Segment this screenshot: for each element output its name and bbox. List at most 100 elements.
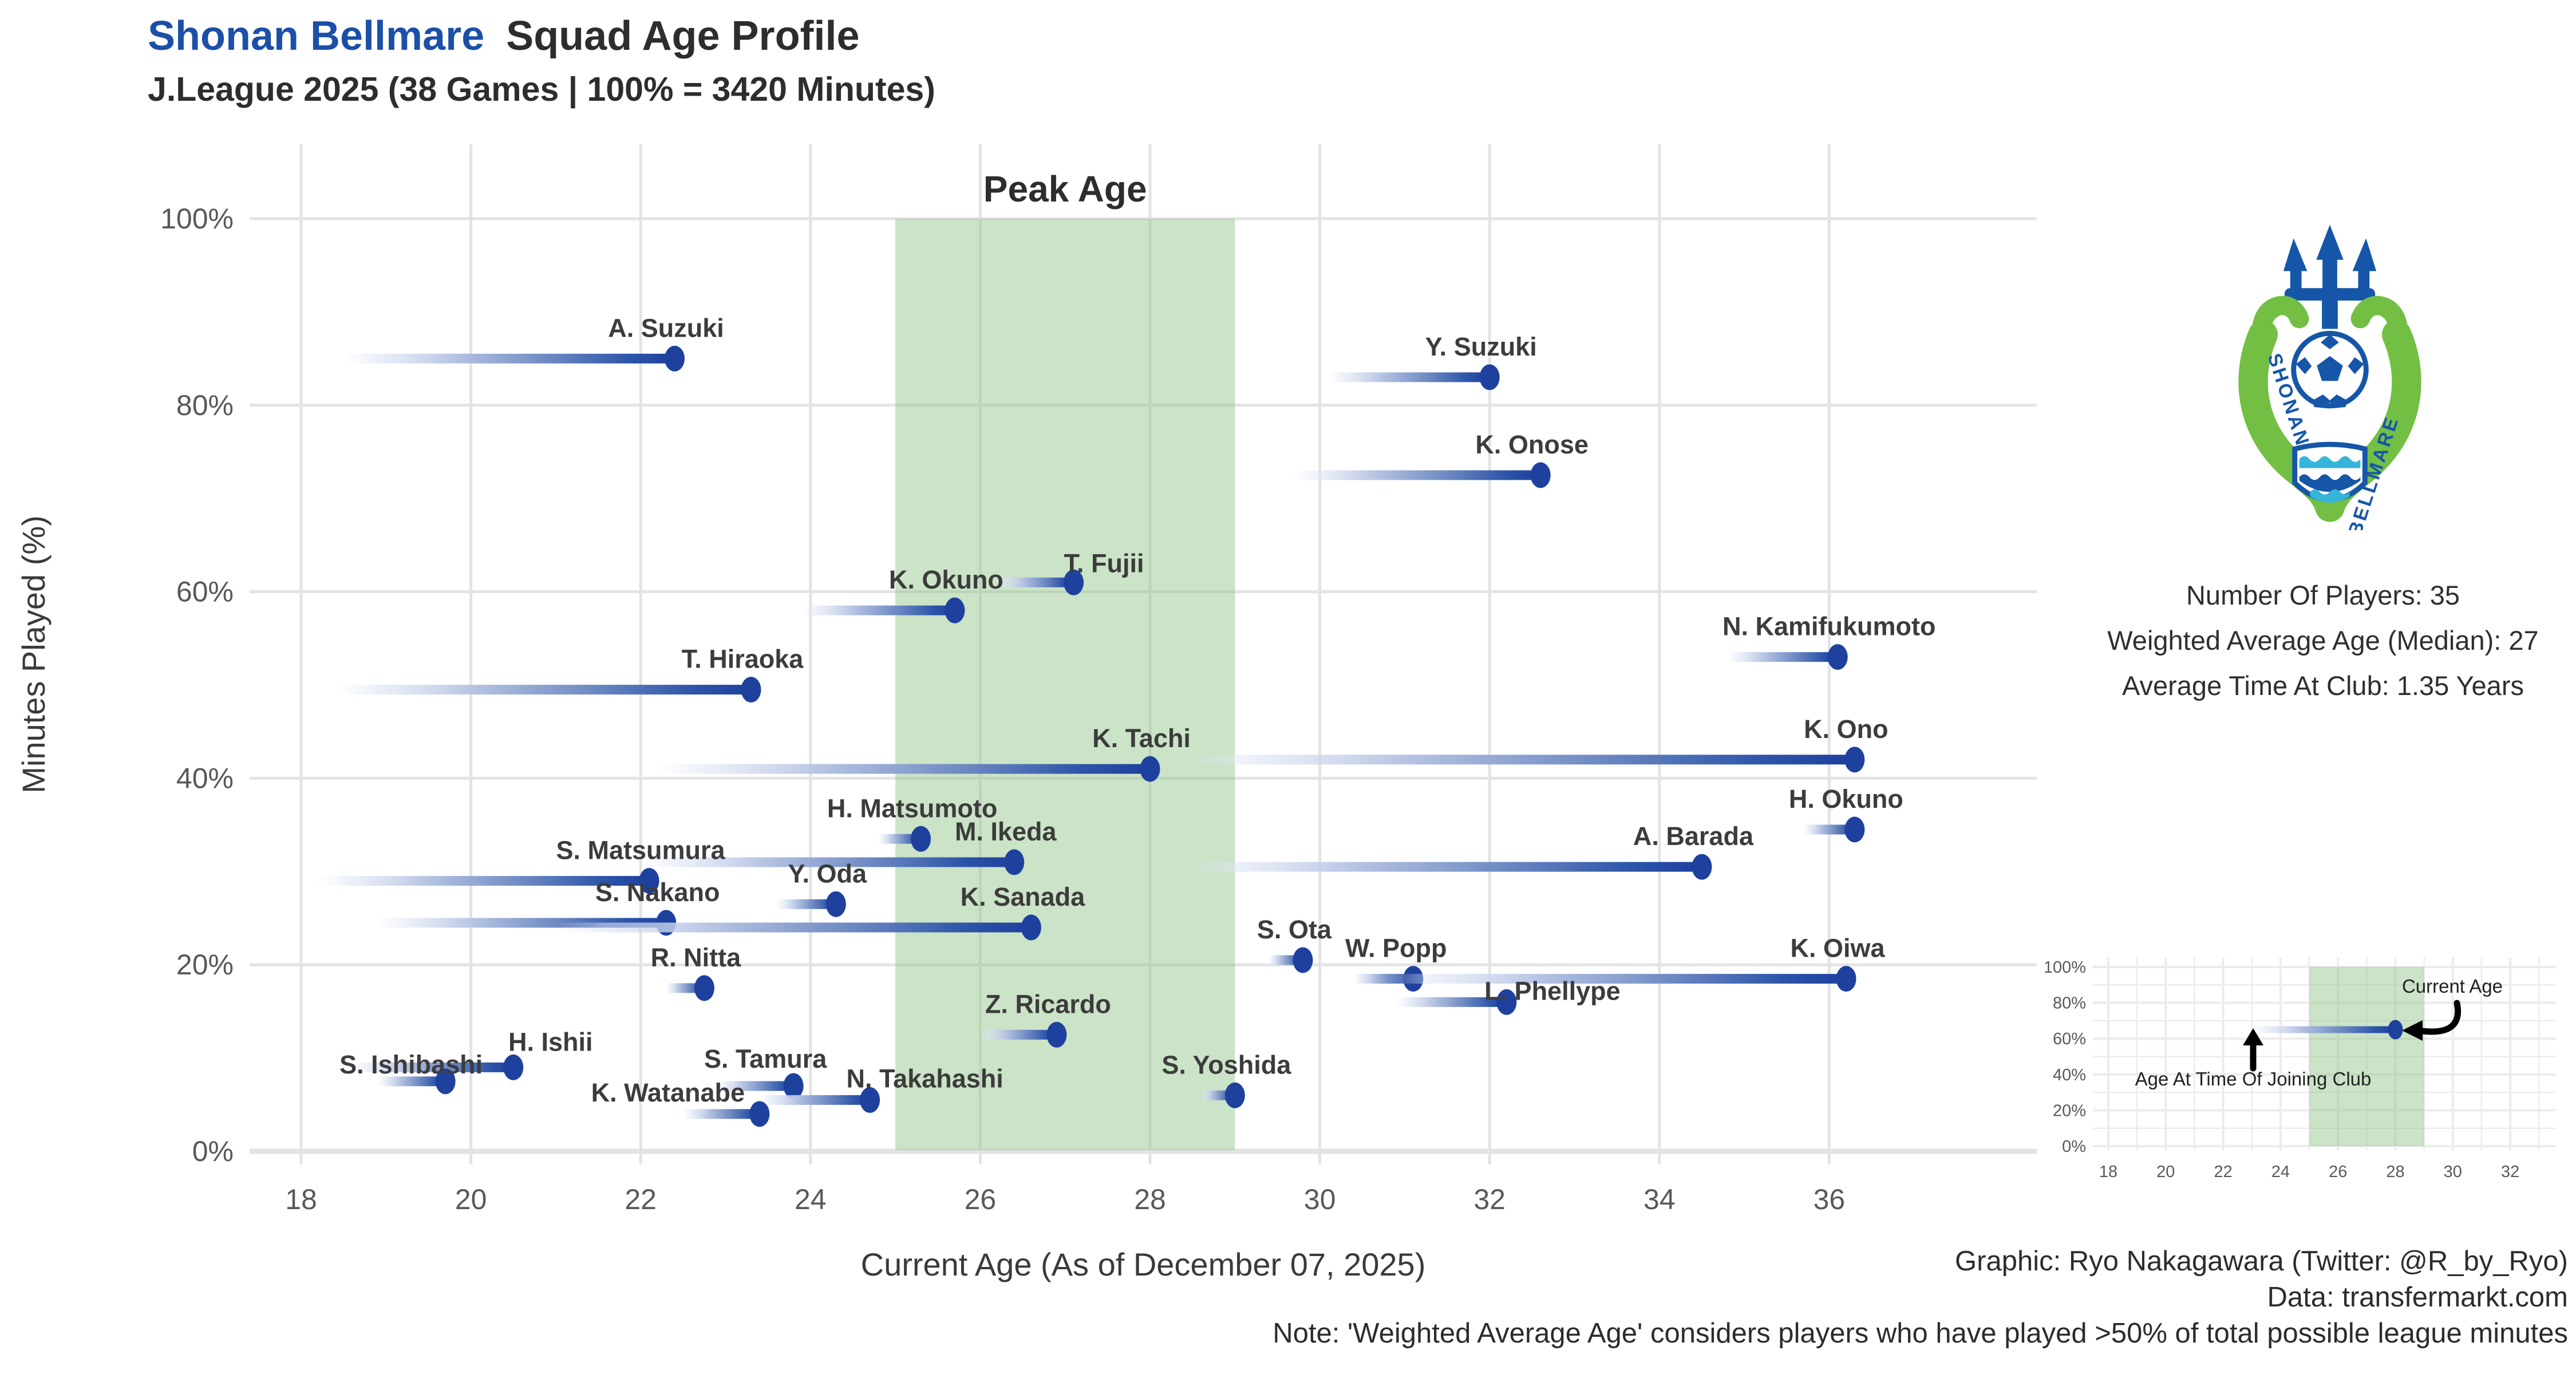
crest-waves [2292, 441, 2368, 503]
inset-peak-band [2309, 967, 2424, 1146]
player-label: L. Phellype [1484, 976, 1621, 1005]
player-dot [665, 345, 685, 372]
player-label: S. Ishibashi [339, 1050, 483, 1079]
club-crest-logo: SHONAN BELLMARE [2238, 224, 2421, 530]
x-tick-label: 20 [455, 1183, 487, 1215]
player-tenure-tail [641, 857, 1014, 867]
credit-note: Note: 'Weighted Average Age' considers p… [1273, 1318, 2568, 1349]
player-dot [694, 975, 714, 1001]
inset-y-tick-label: 100% [2044, 958, 2086, 977]
player-dot [1836, 966, 1856, 992]
player-tenure-tail [980, 1029, 1057, 1040]
player-tenure-tail [1184, 862, 1702, 872]
page-title: Shonan Bellmare Squad Age Profile [148, 13, 935, 60]
player-dot [1530, 462, 1551, 488]
player-dot [749, 1101, 770, 1127]
player-label: T. Fujii [1064, 548, 1144, 578]
page-subtitle: J.League 2025 (38 Games | 100% = 3420 Mi… [148, 70, 935, 108]
player-tenure-tail [555, 922, 1032, 933]
y-tick-label: 0% [192, 1135, 234, 1167]
player-dot [1224, 1082, 1245, 1108]
player-label: S. Tamura [704, 1044, 827, 1073]
player-tenure-tail [335, 685, 751, 695]
squad-stats: Number Of Players: 35 Weighted Average A… [2077, 572, 2569, 708]
player-tenure-tail [343, 353, 675, 364]
player-label: N. Takahashi [846, 1064, 1003, 1093]
x-axis-title: Current Age (As of December 07, 2025) [861, 1246, 1426, 1282]
player-label: K. Tachi [1092, 724, 1191, 753]
inset-current-age-label: Current Age [2402, 976, 2503, 997]
player-label: Y. Oda [788, 859, 868, 888]
peak-age-band [895, 219, 1235, 1150]
player-dot [945, 597, 965, 623]
inset-age-joined-label: Age At Time Of Joining Club [2135, 1068, 2372, 1089]
player-label: T. Hiraoka [682, 645, 804, 674]
player-dot [1496, 989, 1517, 1015]
y-tick-label: 80% [176, 389, 234, 421]
player-tenure-tail [717, 1081, 794, 1091]
player-dot [1844, 816, 1865, 843]
player-tenure-tail [1328, 372, 1490, 382]
inset-y-tick-label: 80% [2053, 994, 2086, 1013]
player-dot [1827, 644, 1848, 670]
player-tenure-tail [657, 764, 1150, 774]
y-axis-title: Minutes Played (%) [15, 515, 52, 793]
chart-header: Shonan Bellmare Squad Age Profile J.Leagu… [148, 13, 935, 109]
player-dot [435, 1068, 456, 1095]
player-label: Y. Suzuki [1425, 332, 1537, 361]
peak-age-label: Peak Age [983, 168, 1147, 210]
x-tick-label: 36 [1814, 1183, 1846, 1215]
x-tick-label: 28 [1134, 1183, 1166, 1215]
inset-curved-arrowhead [2402, 1020, 2423, 1041]
inset-x-tick-label: 30 [2444, 1163, 2462, 1181]
player-label: K. Oiwa [1791, 934, 1886, 963]
player-label: H. Matsumoto [827, 793, 998, 823]
x-tick-label: 32 [1473, 1183, 1506, 1215]
inset-x-tick-label: 18 [2099, 1163, 2117, 1181]
inset-example-tail [2251, 1026, 2396, 1033]
player-label: Z. Ricardo [985, 989, 1111, 1018]
player-tenure-tail [878, 834, 921, 844]
trident-icon [2283, 224, 2377, 329]
player-label: R. Nitta [651, 943, 741, 972]
player-tenure-tail [1388, 974, 1847, 984]
player-label: A. Barada [1633, 822, 1754, 851]
player-label: K. Ono [1804, 714, 1888, 744]
inset-x-tick-label: 26 [2329, 1163, 2347, 1181]
inset-x-tick-label: 28 [2386, 1163, 2404, 1181]
player-dot [1479, 364, 1500, 390]
player-tenure-tail [997, 577, 1074, 587]
inset-x-tick-label: 22 [2214, 1163, 2232, 1181]
player-dot [860, 1087, 880, 1113]
y-tick-label: 60% [176, 576, 234, 608]
credits-footer: Graphic: Ryo Nakagawara (Twitter: @R_by_… [1273, 1243, 2568, 1352]
player-tenure-tail [1803, 824, 1855, 835]
player-tenure-tail [351, 1062, 513, 1072]
player-dot [911, 826, 931, 852]
inset-up-arrowhead [2243, 1028, 2263, 1045]
player-tenure-tail [683, 1109, 760, 1119]
x-tick-label: 24 [795, 1183, 827, 1215]
player-dot [1692, 854, 1712, 880]
inset-curved-arrow [2415, 1000, 2461, 1035]
player-dot [1064, 569, 1084, 595]
player-dot [1140, 756, 1160, 782]
player-dot [1844, 747, 1865, 773]
player-tenure-tail [1294, 470, 1541, 480]
player-tenure-tail [759, 1095, 870, 1105]
inset-y-tick-label: 20% [2053, 1101, 2086, 1120]
how-to-read-inset-chart: 18 20 22 24 26 28 30 32 0% 20% 40% 60% 80% 100% Curren… [2044, 957, 2555, 1181]
credit-graphic: Graphic: Ryo Nakagawara (Twitter: @R_by_… [1955, 1246, 2568, 1277]
inset-x-tick-label: 24 [2271, 1163, 2290, 1181]
player-label: S. Ota [1257, 915, 1332, 944]
player-dot [1046, 1021, 1067, 1048]
player-label: K. Okuno [889, 565, 1003, 594]
player-tenure-tail [1184, 755, 1855, 765]
inset-y-tick-label: 40% [2053, 1066, 2086, 1084]
player-label: S. Yoshida [1161, 1050, 1291, 1079]
player-tenure-tail [377, 1076, 446, 1087]
player-dot [825, 891, 846, 917]
stat-average-time-at-club: Average Time At Club: 1.35 Years [2122, 670, 2524, 701]
player-label: H. Ishii [508, 1027, 593, 1056]
player-label: K. Sanada [961, 882, 1086, 911]
